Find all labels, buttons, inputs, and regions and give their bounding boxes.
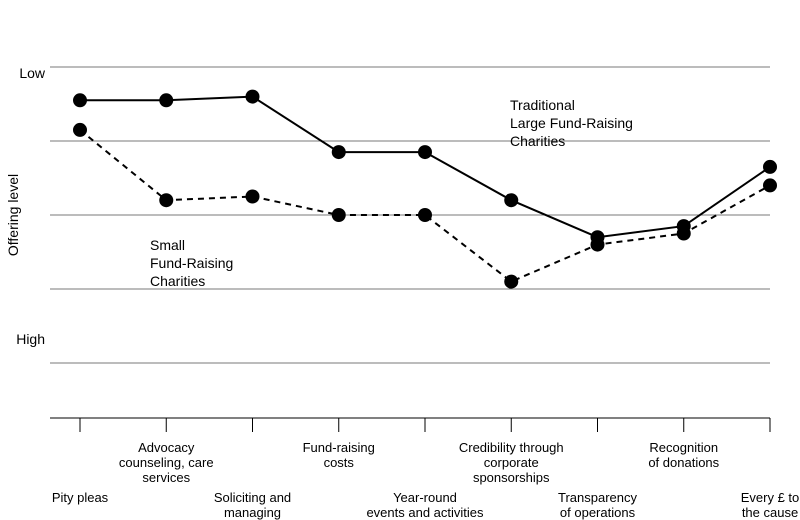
y-low-label: Low xyxy=(19,65,46,81)
series-marker xyxy=(763,178,777,192)
series-marker xyxy=(73,123,87,137)
x-category-label: Every £ tothe cause xyxy=(741,490,800,520)
chart-container: High Low Offering level Pity pleas Advocacyc… xyxy=(0,0,800,520)
series-marker xyxy=(504,275,518,289)
y-high-label: High xyxy=(16,331,45,347)
series-marker xyxy=(246,90,260,104)
x-category-label: Transparencyof operations xyxy=(558,490,637,520)
series-marker xyxy=(159,193,173,207)
series-marker xyxy=(332,145,346,159)
x-category-label: Soliciting andmanaginggrants xyxy=(214,490,291,520)
x-category-label: Fund-raisingcosts xyxy=(303,440,375,470)
y-axis-title: Offering level xyxy=(5,174,21,256)
series-marker xyxy=(159,93,173,107)
x-category-label: Credibility throughcorporatesponsorships xyxy=(459,440,564,485)
series-marker xyxy=(73,93,87,107)
series-marker xyxy=(332,208,346,222)
series-marker xyxy=(763,160,777,174)
x-category-label: Advocacycounseling, careservices xyxy=(119,440,214,485)
x-category-label: Year-roundevents and activities xyxy=(366,490,484,520)
series-marker xyxy=(677,227,691,241)
series-marker xyxy=(418,145,432,159)
x-category-label: Pity pleas xyxy=(52,490,109,505)
strategy-canvas-chart: High Low Offering level Pity pleas Advocacyc… xyxy=(0,0,800,520)
series-marker xyxy=(246,190,260,204)
x-category-label: Recognitionof donations xyxy=(648,440,719,470)
series-label: SmallFund-RaisingCharities xyxy=(150,237,233,289)
series-marker xyxy=(504,193,518,207)
series-marker xyxy=(418,208,432,222)
series-marker xyxy=(591,238,605,252)
